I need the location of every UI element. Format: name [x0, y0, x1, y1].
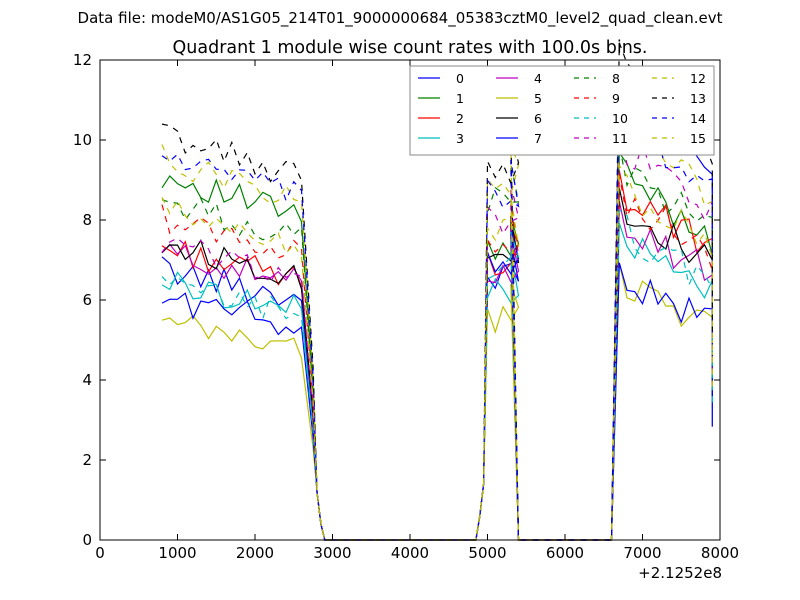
x-tick-label: 2000 — [236, 544, 274, 562]
legend-label-2: 2 — [456, 111, 464, 126]
series-line-15 — [161, 164, 713, 541]
legend-label-4: 4 — [534, 71, 542, 86]
series-line-9 — [161, 174, 713, 541]
x-tick-label: 4000 — [391, 544, 429, 562]
legend-label-10: 10 — [612, 111, 628, 126]
axis-ticks: 0 1000 2000 3000 4000 5000 6000 7000 80000246810… — [73, 51, 739, 562]
legend-box — [409, 65, 715, 156]
series-line-4 — [161, 201, 713, 541]
legend-label-9: 9 — [612, 91, 620, 106]
legend-label-13: 13 — [690, 91, 706, 106]
series-line-3 — [161, 223, 713, 541]
series-line-11 — [161, 121, 713, 541]
series-line-8 — [161, 143, 713, 541]
series-line-14 — [161, 90, 713, 541]
legend-label-12: 12 — [690, 71, 706, 86]
legend-label-8: 8 — [612, 71, 620, 86]
legend-label-15: 15 — [690, 131, 706, 146]
y-tick-label: 10 — [73, 131, 92, 149]
x-tick-label: 6000 — [546, 544, 584, 562]
x-offset-label: +2.1252e8 — [638, 564, 722, 582]
x-tick-label: 3000 — [313, 544, 351, 562]
figure-suptitle: Data file: modeM0/AS1G05_214T01_90000006… — [77, 9, 723, 27]
x-tick-label: 1000 — [158, 544, 196, 562]
series-line-5 — [161, 262, 713, 541]
y-tick-label: 0 — [82, 531, 92, 549]
legend-label-5: 5 — [534, 91, 542, 106]
series-line-6 — [161, 187, 713, 541]
series-line-12 — [161, 99, 713, 541]
y-tick-label: 8 — [82, 211, 92, 229]
x-tick-label: 5000 — [468, 544, 506, 562]
y-tick-label: 6 — [82, 291, 92, 309]
x-tick-label: 0 — [95, 544, 105, 562]
y-tick-label: 12 — [73, 51, 92, 69]
legend-label-1: 1 — [456, 91, 464, 106]
legend-label-14: 14 — [690, 111, 706, 126]
legend-label-6: 6 — [534, 111, 542, 126]
x-tick-label: 8000 — [701, 544, 739, 562]
legend-label-3: 3 — [456, 131, 464, 146]
y-tick-label: 4 — [82, 371, 92, 389]
legend-label-0: 0 — [456, 71, 464, 86]
series-line-2 — [161, 170, 713, 541]
y-tick-label: 2 — [82, 451, 92, 469]
legend-label-7: 7 — [534, 131, 542, 146]
chart-title: Quadrant 1 module wise count rates with … — [173, 38, 648, 58]
x-tick-label: 7000 — [623, 544, 661, 562]
legend-label-11: 11 — [612, 131, 628, 146]
series-line-7 — [161, 227, 713, 541]
